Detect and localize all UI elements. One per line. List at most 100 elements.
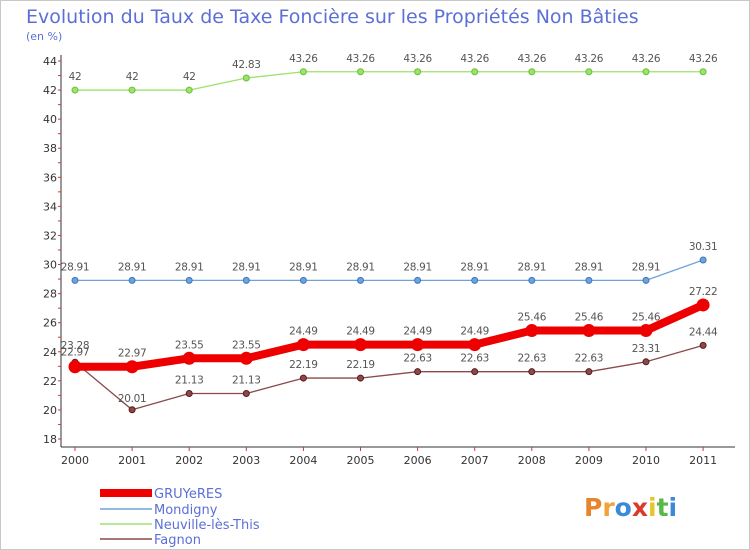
data-label: 22.19 <box>346 359 375 371</box>
data-label: 28.91 <box>232 261 261 273</box>
data-point <box>242 276 250 284</box>
data-label: 22.97 <box>118 348 147 360</box>
logo-text: Proxiti <box>584 493 677 522</box>
logo-letter: P <box>584 493 602 522</box>
data-point <box>471 68 479 76</box>
series-lines <box>71 71 708 411</box>
data-label: 25.46 <box>518 312 547 324</box>
data-point <box>185 276 193 284</box>
data-point <box>639 324 653 338</box>
data-point <box>71 86 79 94</box>
data-label: 23.31 <box>632 343 661 355</box>
data-label: 43.26 <box>346 53 375 65</box>
data-point <box>182 351 196 365</box>
logo-letter: i <box>669 493 678 522</box>
logo-letter: r <box>602 493 615 522</box>
y-tick-label: 18 <box>43 433 57 446</box>
data-label: 23.28 <box>61 340 90 352</box>
data-label: 22.63 <box>460 353 489 365</box>
data-point <box>299 374 307 382</box>
data-point <box>242 74 250 82</box>
x-tick-label: 2004 <box>289 454 317 467</box>
data-label: 28.91 <box>575 261 604 273</box>
y-tick-label: 30 <box>43 259 57 272</box>
x-tick-label: 2010 <box>632 454 660 467</box>
data-point <box>299 68 307 76</box>
data-label: 27.22 <box>689 286 718 298</box>
data-label: 23.55 <box>175 339 204 351</box>
data-point <box>125 360 139 374</box>
x-tick-label: 2000 <box>61 454 89 467</box>
data-point <box>699 256 707 264</box>
data-label: 28.91 <box>632 261 661 273</box>
data-point <box>696 298 710 312</box>
data-label: 28.91 <box>403 261 432 273</box>
series-line-gruyeres <box>71 300 708 371</box>
data-point <box>128 406 136 414</box>
x-tick-label: 2006 <box>404 454 432 467</box>
data-point <box>585 368 593 376</box>
data-label: 43.26 <box>518 53 547 65</box>
x-tick-label: 2011 <box>689 454 717 467</box>
data-label: 42.83 <box>232 59 261 71</box>
data-label: 28.91 <box>518 261 547 273</box>
data-point <box>357 68 364 76</box>
data-point <box>471 276 479 284</box>
x-tick-label: 2003 <box>232 454 260 467</box>
legend-label: GRUYeRES <box>154 487 222 502</box>
data-label: 28.91 <box>346 261 375 273</box>
chart-subtitle: (en %) <box>26 30 62 43</box>
data-label: 28.91 <box>175 261 204 273</box>
data-point <box>528 368 536 376</box>
data-point <box>357 374 364 382</box>
data-point <box>525 324 539 338</box>
data-label: 42 <box>183 71 196 83</box>
legend-label: Neuville-lès-This <box>154 518 260 533</box>
data-point <box>699 68 707 76</box>
data-point <box>528 276 536 284</box>
data-label: 43.26 <box>575 53 604 65</box>
data-label: 43.26 <box>403 53 432 65</box>
x-tick-label: 2008 <box>518 454 546 467</box>
data-point <box>242 389 250 397</box>
data-point <box>699 341 707 349</box>
data-label: 24.49 <box>346 326 375 338</box>
y-tick-label: 28 <box>43 288 57 301</box>
data-label: 28.91 <box>289 261 318 273</box>
data-point <box>414 368 422 376</box>
data-point <box>471 368 479 376</box>
data-label: 21.13 <box>175 374 204 386</box>
y-tick-label: 44 <box>43 55 57 68</box>
y-tick-label: 34 <box>43 200 57 213</box>
data-label: 30.31 <box>689 241 718 253</box>
data-point <box>642 276 650 284</box>
proxiti-logo: Proxiti <box>584 493 677 522</box>
data-point <box>354 338 367 352</box>
legend-label: Mondigny <box>154 503 218 518</box>
data-point <box>357 276 364 284</box>
data-label: 21.13 <box>232 374 261 386</box>
logo-letter: i <box>648 493 657 522</box>
data-point <box>468 338 482 352</box>
data-point <box>528 68 536 76</box>
y-tick-label: 22 <box>43 375 57 388</box>
data-point <box>128 86 136 94</box>
data-point <box>411 338 425 352</box>
data-labels: 42 42 42 42.83 43.26 43.26 43.26 43.26 43.26 43.2… <box>61 53 719 405</box>
y-tick-label: 38 <box>43 142 57 155</box>
data-label: 28.91 <box>61 261 90 273</box>
x-tick-label: 2002 <box>175 454 203 467</box>
y-tick-label: 36 <box>43 171 57 184</box>
data-label: 24.44 <box>689 326 718 338</box>
data-label: 42 <box>126 71 139 83</box>
data-label: 25.46 <box>575 312 604 324</box>
series-line-neuville-l-s-this <box>74 71 704 91</box>
data-label: 25.46 <box>632 312 661 324</box>
y-tick-label: 32 <box>43 229 57 242</box>
legend-label: Fagnon <box>154 533 201 548</box>
data-label: 24.49 <box>460 326 489 338</box>
y-tick-label: 40 <box>43 113 57 126</box>
data-point <box>642 358 650 366</box>
data-label: 24.49 <box>403 326 432 338</box>
